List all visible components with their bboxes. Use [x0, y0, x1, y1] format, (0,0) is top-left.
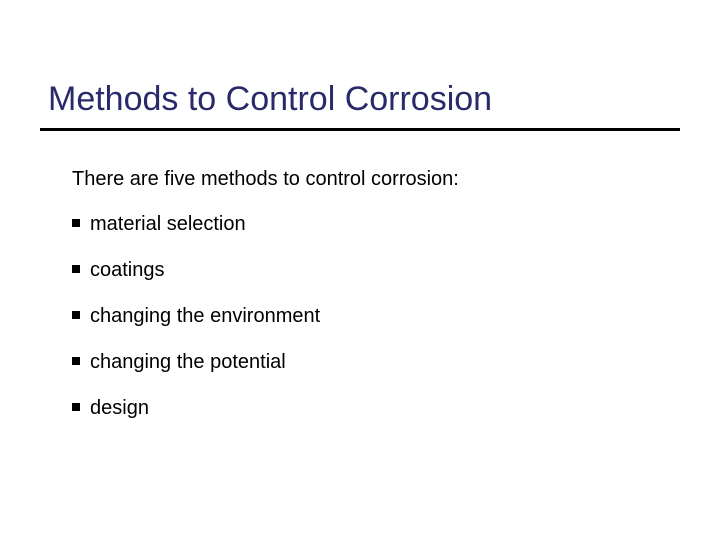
slide: Methods to Control Corrosion There are f… — [0, 0, 720, 540]
square-bullet-icon — [72, 403, 80, 411]
slide-title: Methods to Control Corrosion — [48, 80, 492, 119]
list-item: material selection — [72, 212, 320, 236]
bullet-list: material selection coatings changing the… — [72, 212, 320, 442]
list-item: coatings — [72, 258, 320, 282]
square-bullet-icon — [72, 265, 80, 273]
list-item-label: changing the potential — [90, 350, 286, 374]
square-bullet-icon — [72, 357, 80, 365]
list-item-label: material selection — [90, 212, 246, 236]
intro-text: There are five methods to control corros… — [72, 168, 459, 191]
list-item: design — [72, 396, 320, 420]
list-item-label: design — [90, 396, 149, 420]
list-item-label: coatings — [90, 258, 165, 282]
square-bullet-icon — [72, 219, 80, 227]
list-item: changing the potential — [72, 350, 320, 374]
title-underline — [40, 128, 680, 131]
list-item-label: changing the environment — [90, 304, 320, 328]
square-bullet-icon — [72, 311, 80, 319]
list-item: changing the environment — [72, 304, 320, 328]
